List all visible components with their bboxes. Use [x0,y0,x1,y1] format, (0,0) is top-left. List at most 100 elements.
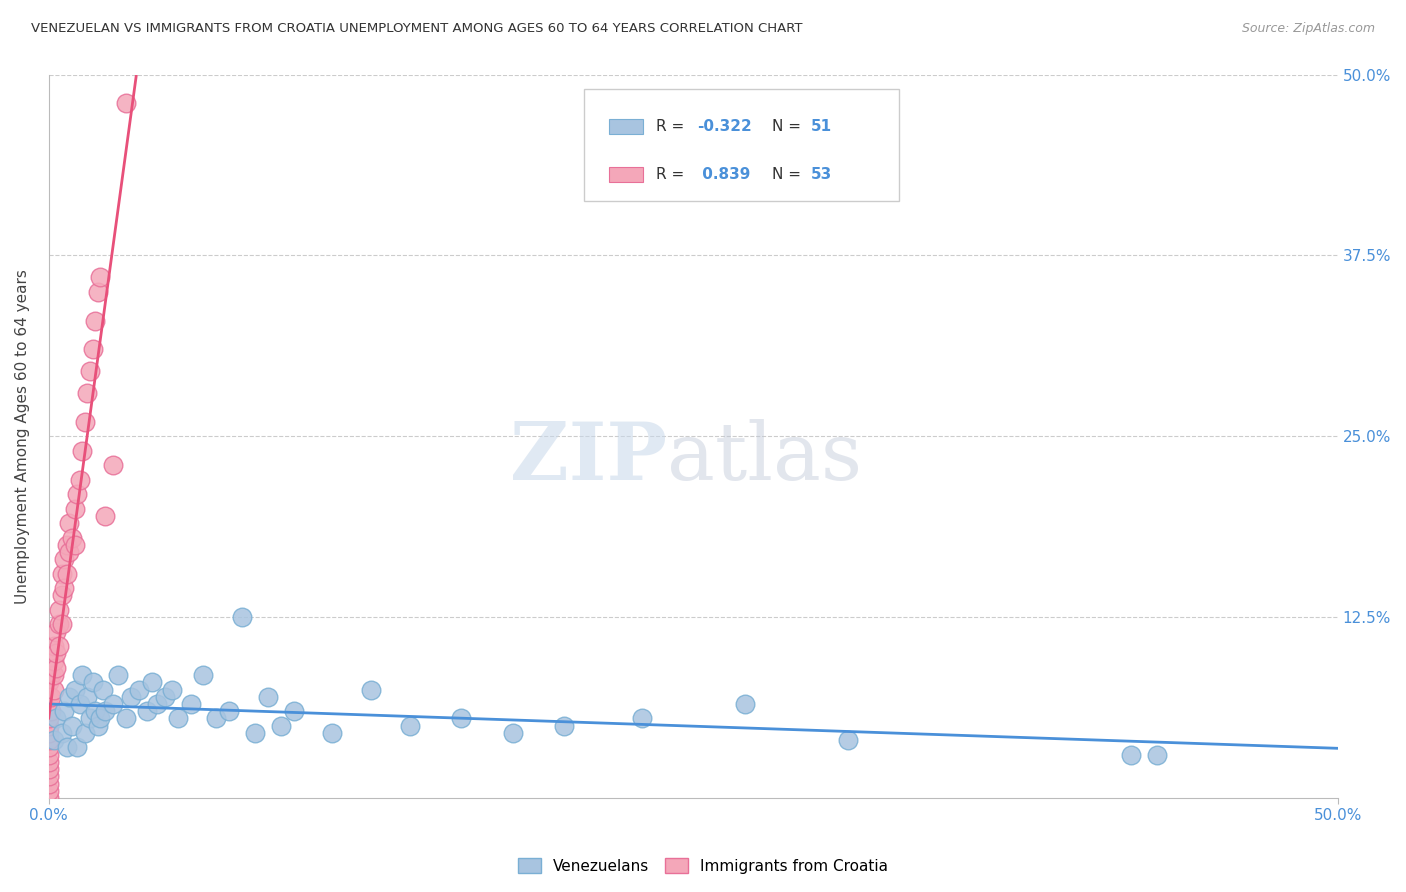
Point [128,682,150,697]
Text: 0.839: 0.839 [697,167,751,182]
Point [115,96,138,111]
Point [42,733,65,747]
Point [51,726,73,740]
Point [58,545,80,559]
Point [60,531,83,545]
Text: 51: 51 [810,119,831,134]
Point [321,726,343,740]
Point [87,285,110,299]
Point [38,769,60,783]
Point [162,682,184,697]
Point [73,415,96,429]
Text: R =: R = [655,119,689,134]
Text: N =: N = [772,167,806,182]
Point [72,443,94,458]
Point [66,740,89,755]
Point [107,668,129,682]
Point [82,343,104,357]
Y-axis label: Unemployment Among Ages 60 to 64 years: Unemployment Among Ages 60 to 64 years [15,268,30,604]
Point [630,711,652,725]
Point [135,704,157,718]
Point [63,501,86,516]
Point [38,762,60,776]
Point [42,639,65,653]
Point [38,755,60,769]
Point [51,617,73,632]
FancyBboxPatch shape [609,167,643,182]
Point [153,690,176,704]
Point [38,690,60,704]
Text: R =: R = [655,167,689,182]
Point [1146,747,1168,762]
Point [38,791,60,805]
Point [166,711,188,725]
Point [38,726,60,740]
Point [42,668,65,682]
Point [56,538,79,552]
Point [146,697,169,711]
Point [79,364,101,378]
Point [360,682,382,697]
Point [63,682,86,697]
Point [89,270,111,285]
Point [398,719,420,733]
Point [69,473,91,487]
Point [38,747,60,762]
Point [76,385,98,400]
Point [41,668,63,682]
Point [66,487,89,501]
Point [82,675,104,690]
Point [553,719,575,733]
Point [502,726,524,740]
Point [270,719,292,733]
Point [48,639,70,653]
Text: VENEZUELAN VS IMMIGRANTS FROM CROATIA UNEMPLOYMENT AMONG AGES 60 TO 64 YEARS COR: VENEZUELAN VS IMMIGRANTS FROM CROATIA UN… [31,22,803,36]
Point [94,508,117,523]
Point [48,617,70,632]
Text: -0.322: -0.322 [697,119,752,134]
Point [42,682,65,697]
Point [103,458,125,473]
Point [84,313,107,327]
Point [38,784,60,798]
Point [51,589,73,603]
Point [91,682,114,697]
Point [45,661,67,675]
Point [56,740,79,755]
Text: atlas: atlas [668,419,862,497]
Legend: Venezuelans, Immigrants from Croatia: Venezuelans, Immigrants from Croatia [512,852,894,880]
Point [76,690,98,704]
Point [231,610,253,624]
Point [38,719,60,733]
Point [1121,747,1143,762]
Point [38,675,60,690]
Point [837,733,859,747]
Point [89,711,111,725]
Text: Source: ZipAtlas.com: Source: ZipAtlas.com [1241,22,1375,36]
Point [38,711,60,725]
Point [41,704,63,718]
Point [87,719,110,733]
Point [94,704,117,718]
Point [58,690,80,704]
Point [38,740,60,755]
Point [205,711,228,725]
Text: 53: 53 [810,167,832,182]
Point [72,668,94,682]
Point [53,552,76,566]
Point [84,704,107,718]
Point [218,704,240,718]
Text: N =: N = [772,119,806,134]
Point [243,726,266,740]
Point [41,690,63,704]
Point [283,704,305,718]
Point [63,538,86,552]
Point [53,704,76,718]
Point [734,697,756,711]
Point [60,719,83,733]
Point [38,776,60,790]
Point [45,624,67,639]
Point [56,566,79,581]
Point [42,654,65,668]
Point [120,690,142,704]
